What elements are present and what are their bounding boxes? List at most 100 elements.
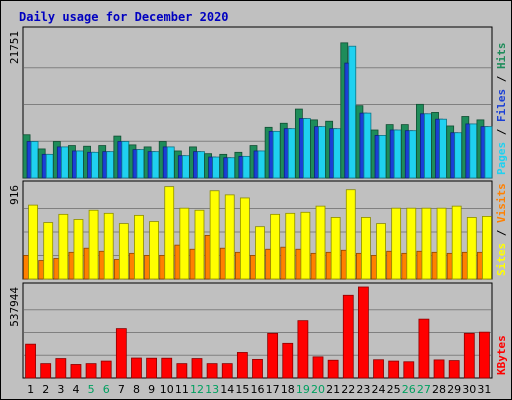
x-tick-label: 29 (447, 383, 461, 396)
bar-hits-day-17 (272, 130, 281, 179)
bar-hits-day-10 (166, 146, 175, 179)
bar-hits-day-27 (424, 113, 432, 179)
bar-hits-day-9 (151, 151, 160, 179)
bar-hits-day-18 (287, 128, 296, 179)
bar-visits-day-8 (134, 214, 144, 280)
bar-hits-day-8 (136, 149, 145, 179)
bar-kbytes-day-14 (221, 363, 233, 379)
bar-hits-day-13 (212, 156, 221, 179)
bar-kbytes-day-31 (479, 331, 490, 379)
legend-separator: / (495, 69, 508, 89)
x-tick-label: 15 (235, 383, 249, 396)
panel-kbytes: 537944 KBytes (8, 282, 508, 379)
x-tick-label: 17 (266, 383, 280, 396)
chart-title: Daily usage for December 2020 (19, 10, 229, 24)
bar-kbytes-day-10 (161, 357, 173, 379)
x-tick-label: 14 (220, 383, 234, 396)
x-tick-label: 25 (387, 383, 401, 396)
bar-visits-day-21 (330, 217, 341, 280)
bar-kbytes-day-2 (40, 363, 52, 379)
legend-separator: / (495, 122, 508, 142)
x-tick-label: 26 (402, 383, 416, 396)
bar-kbytes-day-29 (448, 360, 460, 379)
bar-kbytes-day-13 (206, 363, 218, 379)
bar-kbytes-day-15 (236, 352, 248, 379)
bar-hits-day-21 (333, 128, 342, 179)
bar-kbytes-day-19 (297, 320, 309, 379)
bar-hits-day-31 (484, 126, 493, 179)
x-tick-label: 23 (356, 383, 370, 396)
bar-hits-day-24 (378, 135, 387, 179)
bar-kbytes-day-8 (131, 357, 142, 379)
bar-kbytes-day-23 (358, 286, 369, 379)
bar-hits-day-15 (242, 155, 251, 179)
bar-visits-day-28 (436, 207, 447, 280)
bar-visits-day-26 (406, 207, 417, 280)
bar-hits-day-29 (454, 132, 463, 179)
bar-visits-day-9 (149, 221, 159, 280)
bar-visits-day-2 (43, 222, 54, 280)
bar-visits-day-30 (466, 217, 477, 280)
x-tick-label: 6 (103, 383, 110, 396)
legend-item-kbytes: KBytes (495, 335, 508, 375)
legend-item-files: Files (495, 89, 508, 122)
x-tick-label: 31 (477, 383, 491, 396)
bar-visits-day-17 (270, 213, 281, 280)
bar-visits-day-18 (285, 212, 296, 280)
bar-visits-day-4 (73, 219, 84, 280)
bar-visits-day-11 (179, 207, 190, 280)
x-tick-label: 24 (372, 383, 386, 396)
bar-visits-day-31 (482, 216, 492, 280)
legend-item-visits: Visits (495, 183, 508, 223)
x-tick-label: 22 (341, 383, 355, 396)
bar-visits-day-12 (194, 209, 205, 280)
bar-kbytes-day-6 (100, 360, 112, 379)
bar-hits-day-20 (318, 126, 326, 179)
bar-visits-day-10 (164, 186, 175, 280)
series-legend-label: Sites / Visits (495, 183, 508, 276)
bar-kbytes-day-22 (342, 294, 354, 379)
x-tick-label: 11 (175, 383, 189, 396)
bar-visits-day-7 (118, 223, 129, 280)
bar-visits-day-1 (28, 204, 38, 280)
x-tick-label: 19 (296, 383, 310, 396)
x-tick-label: 28 (432, 383, 446, 396)
panel-pages-files-hits: 21751 Pages / Files / Hits (8, 26, 508, 179)
bar-visits-day-3 (58, 213, 69, 280)
x-tick-label: 21 (326, 383, 340, 396)
bar-kbytes-day-28 (433, 359, 445, 379)
y-axis-max-label: 537944 (8, 287, 21, 327)
bar-kbytes-day-30 (463, 332, 475, 379)
legend-item-hits: Hits (495, 43, 508, 70)
legend-item-pages: Pages (495, 142, 508, 175)
bar-hits-day-6 (106, 151, 115, 179)
x-tick-label: 7 (118, 383, 125, 396)
bar-kbytes-day-4 (70, 364, 82, 379)
x-tick-label: 10 (160, 383, 174, 396)
chart-panels: 21751 Pages / Files / Hits 916 Sites / Visi… (8, 26, 508, 379)
x-tick-label: 18 (281, 383, 295, 396)
bar-kbytes-day-7 (115, 328, 127, 379)
bar-hits-day-4 (76, 150, 84, 179)
bar-kbytes-day-21 (327, 359, 339, 379)
x-tick-label: 5 (88, 383, 95, 396)
bar-visits-day-24 (376, 223, 386, 280)
legend-item-sites: Sites (495, 243, 508, 276)
bar-kbytes-day-24 (373, 359, 384, 379)
series-legend-label: Pages / Files / Hits (495, 43, 508, 176)
bar-visits-day-19 (300, 211, 311, 280)
bar-hits-day-22 (348, 45, 357, 179)
x-tick-label: 9 (148, 383, 155, 396)
bar-kbytes-day-11 (176, 363, 188, 379)
x-tick-label: 8 (133, 383, 140, 396)
bar-hits-day-14 (227, 157, 236, 179)
series-legend-label: KBytes (495, 335, 508, 375)
bar-hits-day-28 (439, 118, 447, 179)
bar-visits-day-13 (209, 190, 220, 280)
x-tick-label: 1 (27, 383, 34, 396)
bar-kbytes-day-5 (85, 363, 97, 379)
bar-visits-day-27 (421, 207, 432, 280)
bar-hits-day-3 (60, 146, 69, 179)
bar-kbytes-day-27 (418, 318, 430, 379)
